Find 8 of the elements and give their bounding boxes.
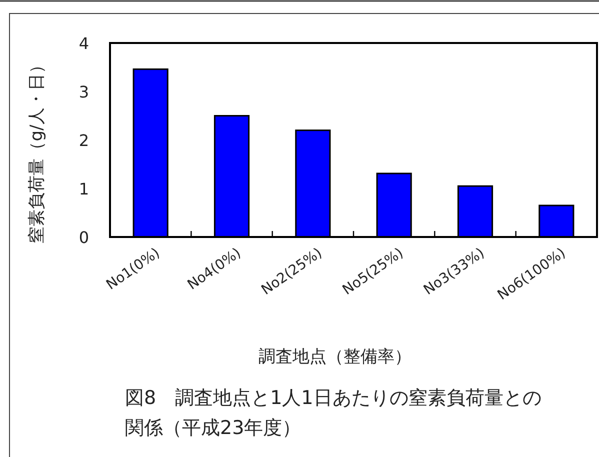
y-tick-label: 4 <box>78 34 90 53</box>
y-axis-title: 窒素負荷量（g/人・日） <box>27 56 47 244</box>
y-tick-label: 3 <box>78 82 90 102</box>
y-tick-label: 0 <box>78 228 90 247</box>
y-tick-label: 1 <box>78 180 90 198</box>
text: 図8 調査地点と1人1日あたりの窒素負荷量との関係（平成23年度） <box>125 387 542 439</box>
x-axis-title: 調査地点（整備率） <box>258 347 412 367</box>
y-tick-label: 2 <box>78 131 90 150</box>
